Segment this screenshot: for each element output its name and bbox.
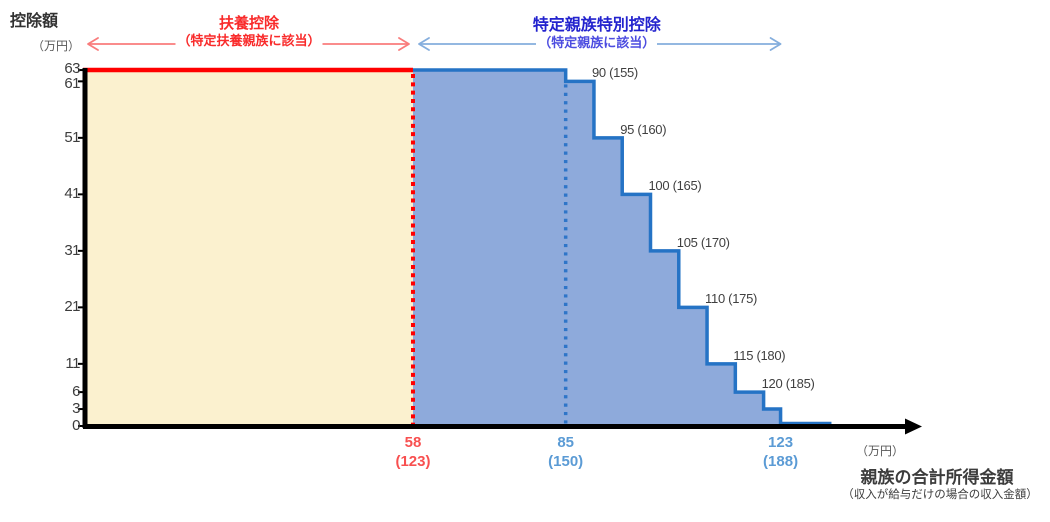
y-tick-label: 6	[72, 383, 80, 401]
step-annotation: 115 (180)	[733, 347, 786, 363]
region-header-dependent-title: 扶養控除	[218, 15, 279, 32]
y-tick-label: 3	[72, 400, 80, 418]
x-tick-label: 123 (188)	[763, 434, 799, 470]
x-axis-title: 親族の合計所得金額	[860, 468, 1014, 487]
x-axis-unit: （万円）	[855, 444, 905, 458]
region-header-dependent-deduction: 扶養控除 （特定扶養親族に該当）	[175, 15, 323, 50]
step-annotation: 90 (155)	[591, 65, 638, 81]
y-tick-label: 61	[64, 75, 80, 93]
x-tick-label: 85 (150)	[548, 434, 584, 470]
region-header-special-relative: 特定親族特別控除 （特定親族に該当）	[533, 17, 661, 52]
y-tick-label: 63	[64, 60, 80, 78]
step-annotation: 95 (160)	[620, 121, 667, 137]
y-tick-label: 41	[64, 185, 80, 203]
x-tick-label: 58 (123)	[395, 434, 431, 470]
region-header-dependent-subtitle: （特定扶養親族に該当）	[175, 33, 323, 48]
region-header-special-title: 特定親族特別控除	[532, 17, 661, 34]
y-tick-label: 31	[64, 241, 80, 259]
y-axis-unit: （万円）	[32, 39, 81, 53]
step-annotation: 100 (165)	[648, 178, 702, 194]
step-annotation: 105 (170)	[676, 234, 730, 250]
y-tick-label: 11	[65, 354, 80, 372]
step-annotation: 120 (185)	[761, 376, 815, 392]
y-tick-label: 21	[64, 298, 80, 316]
y-tick-label: 0	[72, 417, 80, 434]
y-tick-label: 51	[64, 128, 80, 146]
step-annotation: 110 (175)	[705, 291, 758, 307]
x-axis-note: （収入が給与だけの場合の収入金額）	[842, 489, 1038, 501]
y-axis-title: 控除額	[10, 13, 59, 30]
region-header-special-subtitle: （特定親族に該当）	[536, 35, 658, 50]
